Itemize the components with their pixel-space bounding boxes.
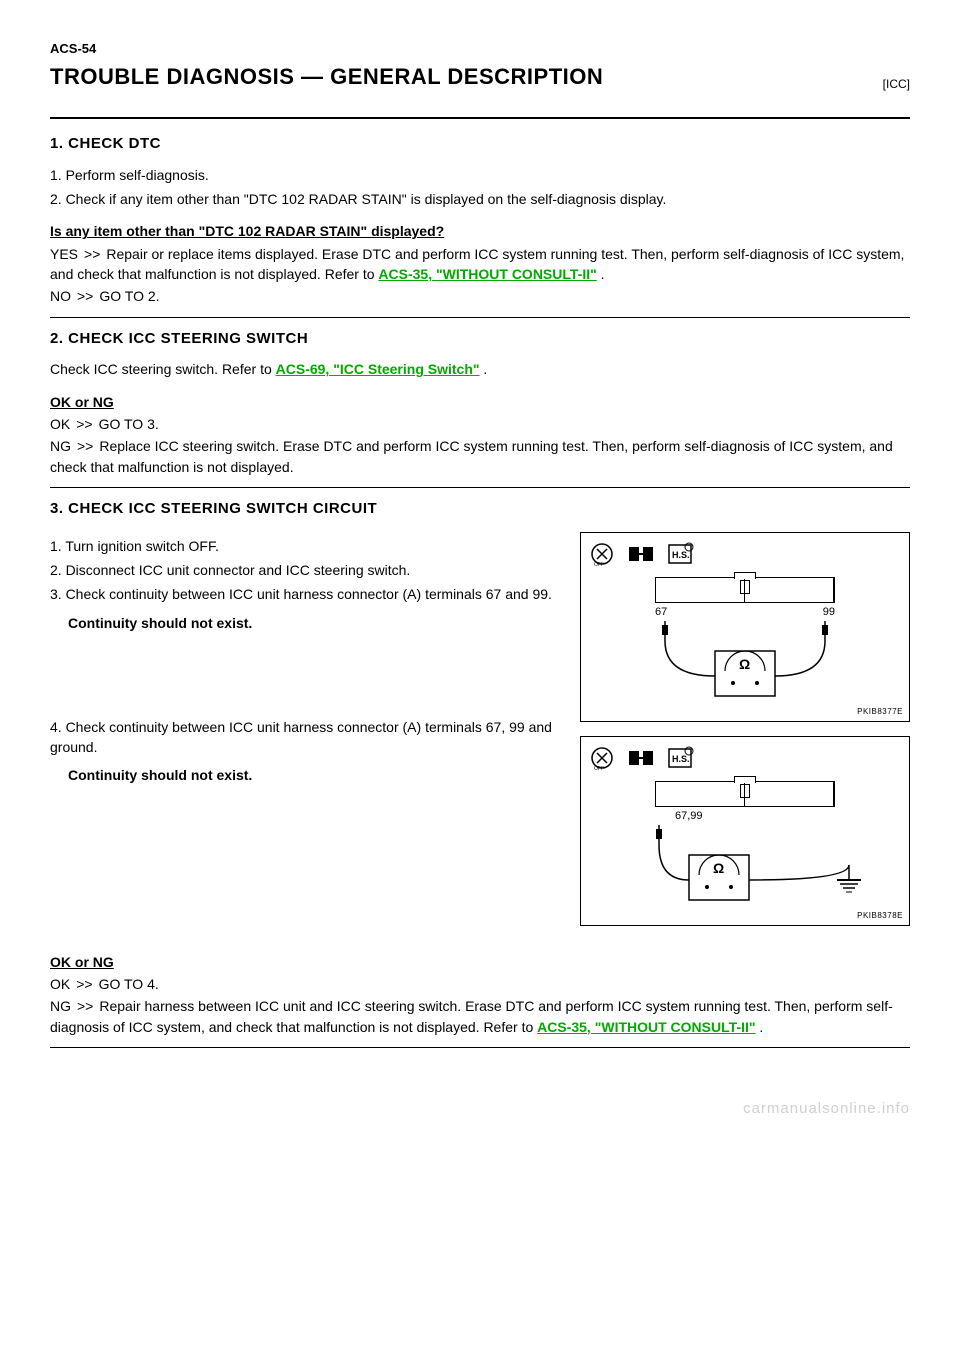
step-2: 2. CHECK ICC STEERING SWITCH Check ICC s… <box>50 328 910 477</box>
step-3-heading: 3. CHECK ICC STEERING SWITCH CIRCUIT <box>50 498 910 520</box>
step-1-heading: 1. CHECK DTC <box>50 133 910 155</box>
step-1-yes-row: YES>>Repair or replace items displayed. … <box>50 244 910 285</box>
connector-1: 67 99 <box>655 577 835 621</box>
continuity-note-2: Continuity should not exist. <box>68 765 560 785</box>
link-acs69[interactable]: ACS-69, "ICC Steering Switch" <box>276 361 480 377</box>
step-3-line-4: 4. Check continuity between ICC unit har… <box>50 717 560 758</box>
connector-2: 67,99 <box>655 781 835 825</box>
step-1-question: Is any item other than "DTC 102 RADAR ST… <box>50 221 910 241</box>
svg-text:Ω: Ω <box>713 860 724 876</box>
arrow-icon: >> <box>76 414 92 434</box>
continuity-note-1: Continuity should not exist. <box>68 613 560 633</box>
step-1-line-2: 2. Check if any item other than "DTC 102… <box>50 189 910 209</box>
svg-text:OFF: OFF <box>594 766 604 771</box>
step-2-line-1: Check ICC steering switch. Refer to ACS-… <box>50 359 910 379</box>
arrow-icon: >> <box>76 974 92 994</box>
diagram-2-icons: OFF H.S. <box>589 745 901 771</box>
step-2-question: OK or NG <box>50 392 910 412</box>
footer-watermark: carmanualsonline.info <box>50 1098 910 1120</box>
meter-wiring-1: Ω <box>655 621 835 701</box>
pin-99: 99 <box>823 605 835 621</box>
arrow-icon: >> <box>84 244 100 264</box>
pin-67: 67 <box>655 605 667 621</box>
ignition-off-icon: OFF <box>589 541 619 567</box>
arrow-icon: >> <box>77 996 93 1016</box>
step-divider-3 <box>50 1047 910 1048</box>
connector-disconnect-icon <box>627 541 657 567</box>
diagram-1: OFF H.S. 67 99 <box>580 532 910 722</box>
page-title: TROUBLE DIAGNOSIS — GENERAL DESCRIPTION <box>50 61 603 93</box>
step-1: 1. CHECK DTC 1. Perform self-diagnosis. … <box>50 133 910 307</box>
page-subtitle: [ICC] <box>883 77 910 91</box>
link-acs35-1[interactable]: ACS-35, "WITHOUT CONSULT-II" <box>378 266 596 282</box>
page-code: ACS-54 <box>50 40 910 59</box>
harness-side-icon: H.S. <box>665 745 695 771</box>
header-divider <box>50 117 910 119</box>
step-3-line-1: 1. Turn ignition switch OFF. <box>50 536 560 556</box>
svg-text:Ω: Ω <box>739 656 750 672</box>
step-divider-2 <box>50 487 910 488</box>
connector-disconnect-icon <box>627 745 657 771</box>
step-2-heading: 2. CHECK ICC STEERING SWITCH <box>50 328 910 350</box>
step-3: 3. CHECK ICC STEERING SWITCH CIRCUIT 1. … <box>50 498 910 1037</box>
arrow-icon: >> <box>77 286 93 306</box>
step-2-ok-row: OK>>GO TO 3. <box>50 414 910 434</box>
step-divider-1 <box>50 317 910 318</box>
step-3-line-2: 2. Disconnect ICC unit connector and ICC… <box>50 560 560 580</box>
page-header: ACS-54 TROUBLE DIAGNOSIS — GENERAL DESCR… <box>50 40 910 93</box>
diagram-2: OFF H.S. 67,99 <box>580 736 910 926</box>
step-2-ng-row: NG>>Replace ICC steering switch. Erase D… <box>50 436 910 477</box>
svg-text:H.S.: H.S. <box>672 754 690 764</box>
meter-wiring-2: Ω <box>609 825 889 905</box>
diagram-1-code: PKIB8377E <box>857 706 903 718</box>
step-3-question: OK or NG <box>50 952 910 972</box>
pin-67-99: 67,99 <box>675 809 703 825</box>
step-3-ng-row: NG>>Repair harness between ICC unit and … <box>50 996 910 1037</box>
harness-side-icon: H.S. <box>665 541 695 567</box>
step-3-line-3: 3. Check continuity between ICC unit har… <box>50 584 560 604</box>
link-acs35-2[interactable]: ACS-35, "WITHOUT CONSULT-II" <box>537 1019 755 1035</box>
ignition-off-icon: OFF <box>589 745 619 771</box>
step-1-line-1: 1. Perform self-diagnosis. <box>50 165 910 185</box>
step-3-ok-row: OK>>GO TO 4. <box>50 974 910 994</box>
svg-text:OFF: OFF <box>594 562 604 567</box>
diagram-1-icons: OFF H.S. <box>589 541 901 567</box>
svg-text:H.S.: H.S. <box>672 550 690 560</box>
diagram-2-code: PKIB8378E <box>857 910 903 922</box>
step-1-no-row: NO>>GO TO 2. <box>50 286 910 306</box>
arrow-icon: >> <box>77 436 93 456</box>
